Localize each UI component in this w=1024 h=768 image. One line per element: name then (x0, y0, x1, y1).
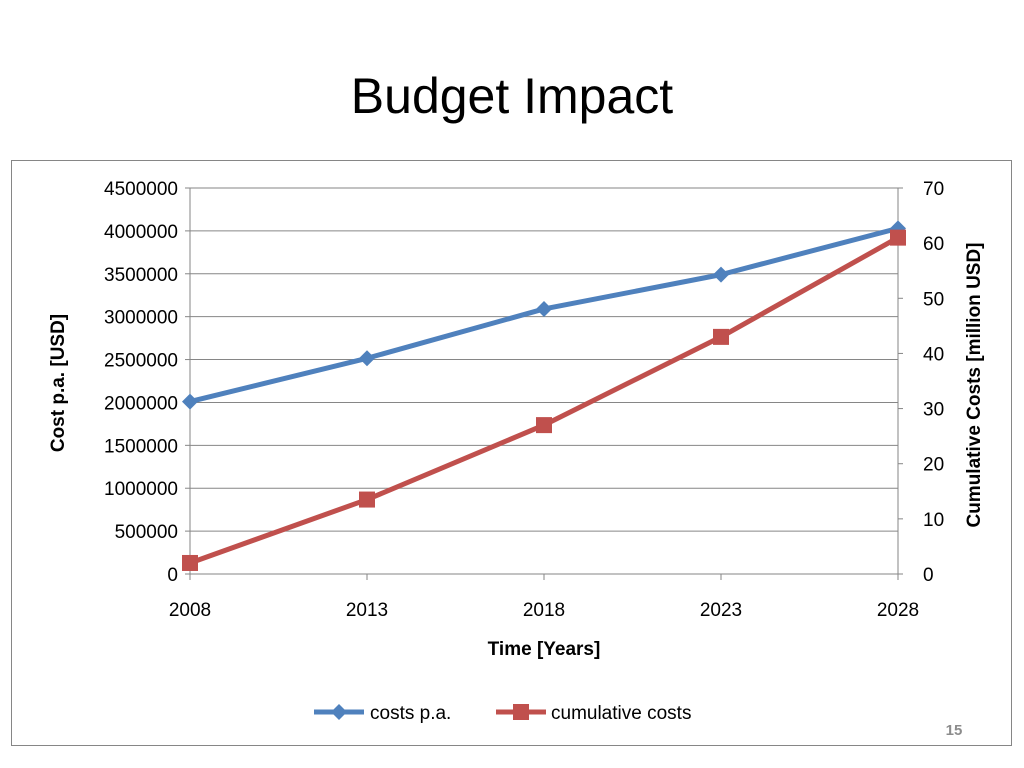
x-tick-label: 2018 (523, 600, 565, 621)
data-point (359, 350, 375, 367)
y-tick-label: 1500000 (104, 436, 178, 457)
data-point (713, 266, 729, 283)
y-tick-label: 4000000 (104, 222, 178, 243)
x-tick-label: 2028 (877, 600, 919, 621)
y-tick-label: 500000 (115, 522, 178, 543)
series-2 (182, 229, 906, 571)
page-number: 15 (945, 722, 963, 739)
slide-title: Budget Impact (350, 68, 674, 124)
y2-tick-label: 20 (923, 455, 944, 476)
legend-label: cumulative costs (551, 703, 691, 724)
y2-tick-label: 50 (923, 289, 944, 310)
y-tick-label: 2000000 (104, 393, 178, 414)
data-point (536, 417, 552, 434)
chart-area: 0 500000 1000000 1500000 2000000 2500000 30000… (11, 160, 1012, 746)
legend-label: costs p.a. (370, 703, 451, 724)
series (182, 220, 906, 571)
y2-tick-label: 40 (923, 344, 944, 365)
legend-marker (513, 704, 529, 720)
budget-impact-chart: 0 500000 1000000 1500000 2000000 2500000 30000… (48, 179, 985, 724)
y2-tick-label: 0 (923, 565, 934, 586)
x-tick-label: 2023 (700, 600, 742, 621)
y-axis-title: Cost p.a. [USD] (48, 314, 69, 452)
series-line (189, 235, 900, 566)
y-tick-label: 3500000 (104, 265, 178, 286)
y2-tick-label: 60 (923, 234, 944, 255)
axes (185, 187, 903, 580)
legend-item: costs p.a. (314, 703, 451, 724)
data-point (713, 328, 729, 345)
y2-axis-title: Cumulative Costs [million USD] (964, 242, 985, 527)
legend: costs p.a. cumulative costs (314, 703, 691, 724)
axis-labels: 0 500000 1000000 1500000 2000000 2500000 30000… (48, 179, 985, 660)
data-point (182, 393, 198, 410)
x-axis-title: Time [Years] (488, 639, 601, 660)
data-point (890, 229, 906, 246)
legend-item: cumulative costs (496, 703, 691, 724)
legend-marker (331, 704, 347, 720)
data-point (536, 300, 552, 317)
y2-tick-label: 30 (923, 400, 944, 421)
series-1 (182, 220, 906, 410)
gridlines (190, 187, 898, 575)
x-tick-label: 2013 (346, 600, 388, 621)
y2-tick-label: 70 (923, 179, 944, 200)
y-tick-label: 4500000 (104, 179, 178, 200)
y-tick-label: 3000000 (104, 308, 178, 329)
x-tick-label: 2008 (169, 600, 211, 621)
y-tick-label: 2500000 (104, 351, 178, 372)
data-point (359, 491, 375, 508)
y-tick-label: 0 (167, 565, 178, 586)
y-tick-label: 1000000 (104, 479, 178, 500)
y2-tick-label: 10 (923, 510, 944, 531)
data-point (182, 554, 198, 571)
